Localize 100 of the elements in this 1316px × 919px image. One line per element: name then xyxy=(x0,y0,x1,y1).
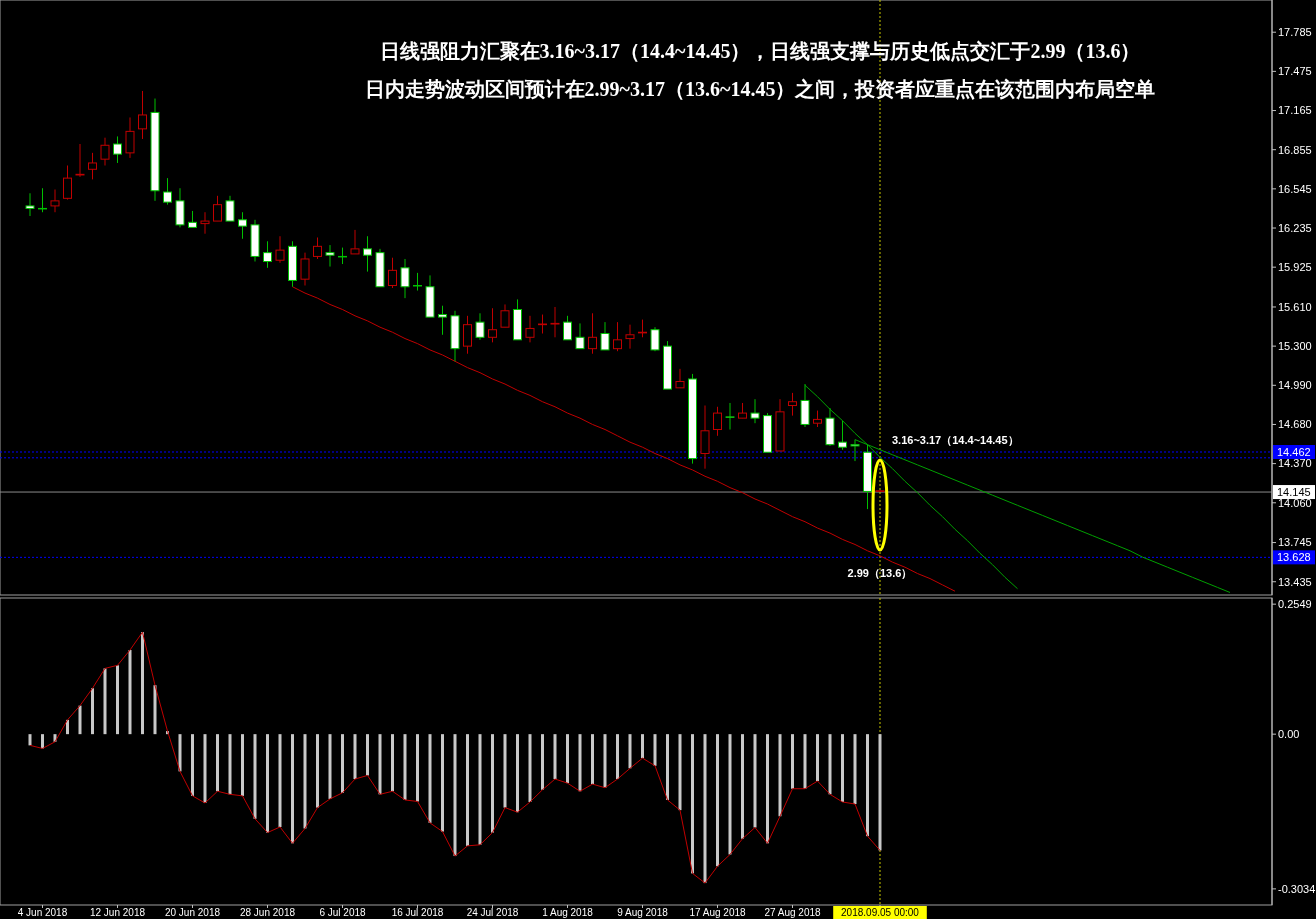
bar xyxy=(841,734,844,802)
y-tick-label: 14.680 xyxy=(1278,418,1312,431)
x-tick-label: 6 Jul 2018 xyxy=(319,907,367,918)
y-tick-label: 17.785 xyxy=(1278,26,1312,39)
candlestick xyxy=(113,135,122,164)
bar xyxy=(316,734,319,808)
candlestick xyxy=(488,307,497,343)
bar xyxy=(478,734,482,845)
bar xyxy=(428,734,432,823)
candlestick xyxy=(363,235,372,273)
candlestick xyxy=(600,321,610,351)
y-tick-label: 15.610 xyxy=(1278,300,1312,313)
candlestick xyxy=(238,211,247,240)
candlestick xyxy=(438,305,447,336)
x-tick-label: 4 Jun 2018 xyxy=(17,907,68,918)
bar xyxy=(728,734,732,855)
bar xyxy=(28,734,32,746)
candlestick xyxy=(300,252,310,286)
y-tick-label: 13.435 xyxy=(1278,575,1312,588)
bar xyxy=(366,734,369,776)
bar xyxy=(116,665,119,735)
bar xyxy=(378,734,382,795)
candlestick xyxy=(400,258,410,299)
candlestick xyxy=(675,368,685,389)
text: 日线强阻力汇聚在3.16~3.17（14.4~14.45），日线强支撑与历史低点交汇于2.99（13.6） xyxy=(379,40,1141,62)
bar xyxy=(791,734,794,789)
ref-line-label: 14.145 xyxy=(1277,485,1311,498)
bar xyxy=(91,688,94,735)
candlestick xyxy=(700,405,710,470)
bar xyxy=(253,734,257,819)
bar xyxy=(691,734,694,874)
bar xyxy=(866,734,869,837)
bar xyxy=(816,734,819,782)
bar xyxy=(503,734,507,808)
candlestick xyxy=(75,143,85,178)
line-series xyxy=(29,631,881,884)
bar xyxy=(203,734,207,804)
x-tick-label: 12 Jun 2018 xyxy=(89,907,146,918)
candlestick xyxy=(125,116,135,159)
candlestick xyxy=(225,195,235,222)
y-tick-label: 14.370 xyxy=(1278,457,1312,470)
candlestick xyxy=(313,236,322,260)
candlestick xyxy=(525,315,535,343)
y-tick-label: 17.475 xyxy=(1278,65,1312,78)
candlestick xyxy=(463,315,472,355)
candlestick xyxy=(325,244,335,268)
candlestick xyxy=(563,315,572,341)
bar xyxy=(666,734,669,800)
bar xyxy=(41,734,44,749)
x-tick-label: 1 Aug 2018 xyxy=(542,907,594,918)
bar xyxy=(566,734,569,784)
text: 日内走势波动区间预计在2.99~3.17（13.6~14.45）之间，投资者应重点在该范围内布局空单 xyxy=(364,78,1156,100)
bar xyxy=(341,734,344,793)
bar xyxy=(241,734,244,796)
bar xyxy=(541,734,544,790)
bar xyxy=(291,734,294,844)
bar xyxy=(216,734,219,792)
y-tick-label: 17.165 xyxy=(1278,104,1312,117)
y-tick-label: 15.925 xyxy=(1278,261,1312,274)
y-tick-label: 16.545 xyxy=(1278,182,1312,195)
candlestick xyxy=(788,392,797,417)
bar xyxy=(416,734,419,802)
candlestick xyxy=(138,90,147,140)
bar xyxy=(228,734,232,795)
bar xyxy=(753,734,757,828)
bar xyxy=(466,734,469,846)
x-tick-label: 9 Aug 2018 xyxy=(617,907,669,918)
bar xyxy=(653,734,657,766)
x-tick-label: 20 Jun 2018 xyxy=(164,907,221,918)
y-tick-label: 0.00 xyxy=(1278,728,1300,741)
candlestick xyxy=(200,211,210,235)
bar xyxy=(616,734,619,780)
bar xyxy=(766,734,769,844)
candlestick xyxy=(213,195,222,222)
bar xyxy=(103,668,107,735)
candlestick xyxy=(275,235,285,264)
bar xyxy=(741,734,744,839)
candlestick xyxy=(88,152,97,180)
bar xyxy=(78,705,82,735)
bar xyxy=(678,734,682,811)
annotation: 3.16~3.17（14.4~14.45） xyxy=(892,433,1019,447)
candlestick xyxy=(613,321,622,352)
candlestick xyxy=(100,137,110,166)
bar xyxy=(178,734,182,772)
ref-line-label: 14.462 xyxy=(1277,445,1311,458)
bar xyxy=(128,650,132,735)
ref-line-label: 13.628 xyxy=(1277,551,1311,564)
bar xyxy=(628,734,632,769)
bar xyxy=(391,734,394,792)
candlestick xyxy=(538,314,547,334)
bar xyxy=(828,734,832,795)
bar xyxy=(191,734,194,796)
x-tick-label: 24 Jul 2018 xyxy=(466,907,519,918)
bar xyxy=(303,734,307,829)
bar xyxy=(878,734,882,851)
y-tick-label: 0.2549 xyxy=(1278,598,1312,611)
candlestick xyxy=(38,187,47,213)
x-tick-label: 16 Jul 2018 xyxy=(391,907,444,918)
candlestick xyxy=(500,303,510,328)
bar xyxy=(441,734,444,832)
